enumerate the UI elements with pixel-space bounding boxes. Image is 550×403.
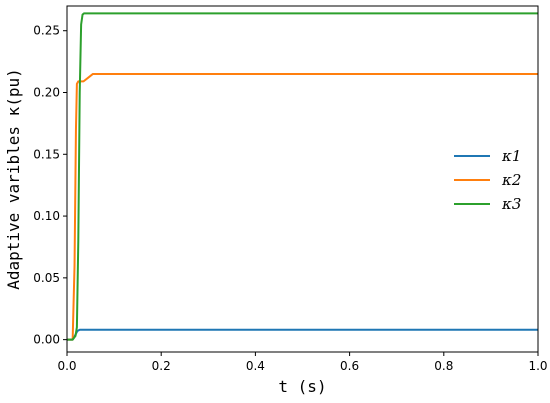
- plot-area-frame: [66, 5, 539, 353]
- x-tick-label: 0.0: [57, 359, 76, 373]
- x-tick-label: 0.6: [340, 359, 359, 373]
- series-line-3: [67, 12, 538, 341]
- series-lines: [67, 12, 538, 341]
- y-tick-label: 0.05: [33, 271, 60, 285]
- x-tick-label: 0.2: [152, 359, 171, 373]
- y-tick-label: 0.25: [33, 24, 60, 38]
- y-tick-label: 0.00: [33, 333, 60, 347]
- series-line-1: [67, 328, 538, 341]
- x-tick-label: 0.4: [246, 359, 265, 373]
- y-axis-ticks: 0.00 0.05 0.10 0.15 0.20 0.25: [33, 24, 67, 347]
- x-axis-ticks: 0.0 0.2 0.4 0.6 0.8 1.0: [57, 352, 548, 373]
- y-tick-label: 0.10: [33, 209, 60, 223]
- x-tick-label: 1.0: [528, 359, 547, 373]
- x-axis-label: t (s): [278, 377, 326, 396]
- y-tick-label: 0.15: [33, 147, 60, 161]
- legend-label-3: κ3: [501, 195, 521, 213]
- y-tick-label: 0.20: [33, 86, 60, 100]
- series-line-2: [67, 72, 538, 341]
- legend: κ1 κ2 κ3: [454, 147, 521, 213]
- x-tick-label: 0.8: [434, 359, 453, 373]
- y-axis-label: Adaptive varibles κ(pu): [4, 68, 23, 290]
- legend-label-1: κ1: [501, 147, 521, 165]
- legend-label-2: κ2: [501, 171, 521, 189]
